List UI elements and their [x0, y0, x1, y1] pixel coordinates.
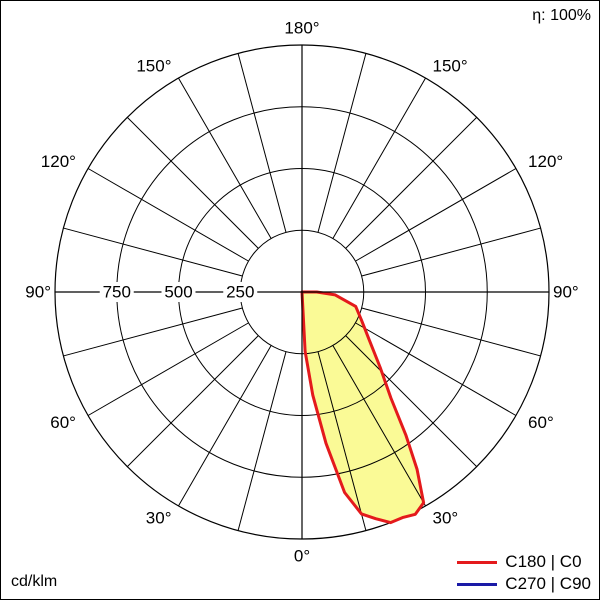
overlay-spoke-15 — [317, 351, 367, 523]
angle-label-right-30: 30° — [433, 509, 459, 528]
legend-label-c180-c0: C180 | C0 — [505, 552, 582, 571]
labels-layer: 250 500 750 180° 150° 150° 120° 120° 90° 90° 60° 60… — [15, 18, 589, 565]
grid-spoke-135 — [345, 116, 478, 249]
angle-label-left-30: 30° — [146, 509, 172, 528]
grid-spoke-255 — [63, 227, 243, 277]
angle-label-right-90: 90° — [553, 282, 579, 301]
angle-label-left-150: 150° — [136, 56, 171, 75]
radial-tick-bg-250 — [223, 282, 258, 302]
grid-spoke-165 — [317, 53, 367, 233]
angle-label-center-0: 0° — [294, 546, 310, 565]
series-outline-0 — [300, 290, 426, 525]
legend-item-c270-c90: C270 | C90 — [457, 573, 591, 595]
grid-spoke-150 — [332, 77, 426, 239]
grid-spoke-195 — [237, 53, 287, 233]
angle-label-right-120: 120° — [528, 152, 563, 171]
grid-spoke-60 — [355, 322, 517, 416]
grid-spoke-345 — [237, 351, 287, 531]
angle-label-bg-6 — [553, 281, 589, 303]
angle-label-left-90: 90° — [25, 282, 51, 301]
axis-layer — [55, 45, 549, 539]
angle-label-center-180: 180° — [284, 18, 319, 37]
legend-swatch-c270-c90 — [457, 582, 498, 586]
grid-spoke-210 — [178, 77, 272, 239]
angle-label-right-150: 150° — [433, 56, 468, 75]
grid-spoke-225 — [126, 116, 259, 249]
efficiency-label: η: 100% — [532, 7, 591, 24]
angle-label-right-60: 60° — [528, 413, 554, 432]
radial-tick-label-750: 750 — [103, 282, 131, 301]
legend-swatch-c180-c0 — [457, 560, 498, 564]
grid-spoke-330 — [178, 345, 272, 507]
overlay-spoke-30 — [332, 345, 424, 507]
legend-item-c180-c0: C180 | C0 — [457, 551, 591, 573]
legend: C180 | C0 C270 | C90 — [457, 551, 591, 595]
grid-spoke-315 — [126, 335, 259, 468]
legend-label-c270-c90: C270 | C90 — [505, 574, 591, 593]
radial-tick-label-250: 250 — [226, 282, 254, 301]
unit-label: cd/klm — [11, 573, 58, 590]
angle-label-left-60: 60° — [50, 413, 76, 432]
grid-spoke-120 — [355, 168, 517, 262]
grid-spoke-240 — [87, 168, 249, 262]
angle-label-bg-5 — [15, 281, 51, 303]
grid-spoke-105 — [361, 227, 541, 277]
angle-label-left-120: 120° — [41, 152, 76, 171]
grid-spoke-285 — [63, 307, 243, 357]
radial-tick-bg-500 — [161, 282, 196, 302]
grid-spoke-75 — [361, 307, 541, 357]
grid-spoke-300 — [87, 322, 249, 416]
radial-tick-bg-750 — [99, 282, 134, 302]
radial-tick-label-500: 500 — [164, 282, 192, 301]
series-fill-0 — [302, 292, 424, 523]
